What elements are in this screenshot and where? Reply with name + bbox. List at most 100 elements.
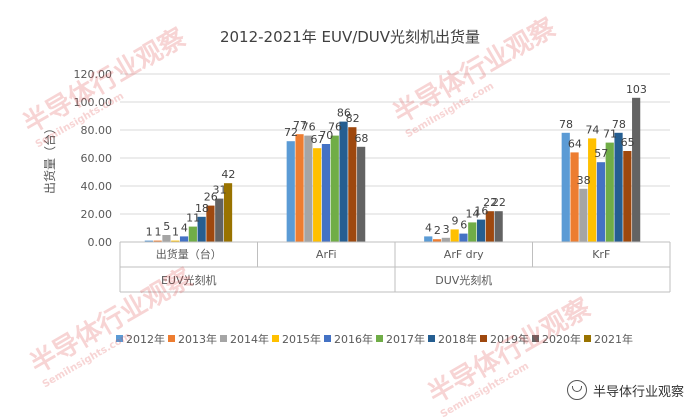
brand-text: 半导体行业观察 <box>592 384 684 400</box>
y-tick-label: 120.00 <box>74 68 113 81</box>
legend-label: 2020年 <box>542 332 581 346</box>
y-tick-label: 100.00 <box>74 96 113 109</box>
bar <box>614 132 623 242</box>
data-label: 1 <box>146 226 153 239</box>
data-label: 16 <box>474 205 488 218</box>
y-tick-label: 0.00 <box>88 236 113 249</box>
data-label: 31 <box>213 184 227 197</box>
data-label: 4 <box>181 221 188 234</box>
data-label: 70 <box>319 129 333 142</box>
legend-label: 2015年 <box>282 332 321 346</box>
bar <box>596 162 606 242</box>
data-label: 26 <box>204 191 218 204</box>
x-group-label: EUV光刻机 <box>161 273 217 287</box>
data-label: 72 <box>284 126 298 139</box>
legend-swatch <box>532 335 539 342</box>
data-label: 38 <box>577 174 591 187</box>
bar <box>304 135 313 242</box>
data-label: 3 <box>443 223 450 236</box>
y-tick-label: 60.00 <box>81 152 113 165</box>
data-label: 5 <box>163 220 170 233</box>
bar <box>153 240 162 242</box>
legend-label: 2016年 <box>334 332 373 346</box>
legend-label: 2019年 <box>490 332 529 346</box>
data-label: 18 <box>195 202 209 215</box>
data-label: 71 <box>603 128 617 141</box>
bar <box>223 183 233 242</box>
data-label: 76 <box>328 121 342 134</box>
bar <box>570 152 579 242</box>
data-label: 68 <box>354 132 368 145</box>
data-label: 1 <box>172 226 179 239</box>
y-tick-label: 80.00 <box>81 124 113 137</box>
bar <box>357 146 366 242</box>
bar <box>215 198 224 242</box>
brand: 半导体行业观察 <box>566 380 684 400</box>
data-label: 6 <box>460 219 467 232</box>
data-label: 11 <box>186 212 200 225</box>
bar <box>432 239 442 242</box>
legend-swatch <box>272 335 279 342</box>
legend-swatch <box>168 335 175 342</box>
legend-swatch <box>376 335 383 342</box>
bar <box>588 138 597 242</box>
bar <box>144 240 153 242</box>
bar <box>450 229 459 242</box>
data-label: 1 <box>154 226 161 239</box>
data-label: 9 <box>451 214 458 227</box>
x-tick-label: ArFi <box>316 248 337 261</box>
data-label: 22 <box>492 196 506 209</box>
data-label: 64 <box>568 137 582 150</box>
bar <box>468 222 477 242</box>
data-label: 76 <box>302 121 316 134</box>
y-axis-label: 出货量（台） <box>42 122 57 194</box>
bar <box>330 135 339 242</box>
legend-swatch <box>584 335 591 342</box>
legend-swatch <box>220 335 227 342</box>
bar <box>286 141 295 242</box>
axes: 0.00 20.00 40.00 60.00 80.00 100.00 120.00 出货量（… <box>74 68 671 293</box>
bar <box>561 132 570 242</box>
bar <box>623 151 632 242</box>
bar <box>295 134 304 242</box>
legend-label: 2012年 <box>126 332 165 346</box>
x-tick-label: ArF dry <box>444 248 484 261</box>
chart-title: 2012-2021年 EUV/DUV光刻机出货量 <box>220 28 480 46</box>
legend-swatch <box>324 335 331 342</box>
bar <box>339 121 348 242</box>
bar <box>605 142 614 242</box>
x-tick-label: KrF <box>592 248 610 261</box>
data-label: 57 <box>594 147 608 160</box>
bar <box>485 211 494 242</box>
legend-label: 2017年 <box>386 332 425 346</box>
bar <box>476 219 486 242</box>
bar <box>313 148 322 242</box>
data-label: 4 <box>425 221 432 234</box>
data-label: 22 <box>483 196 497 209</box>
bar <box>162 235 171 242</box>
bar <box>459 233 468 242</box>
data-label: 14 <box>466 207 480 220</box>
legend-swatch <box>480 335 487 342</box>
bar <box>206 205 215 242</box>
bar <box>321 144 331 242</box>
data-label: 77 <box>293 119 307 132</box>
legend: 2012年 2013年 2014年 2015年 2016年 2017年 2018年 2019年… <box>116 332 633 346</box>
legend-swatch <box>428 335 435 342</box>
bars <box>144 97 641 242</box>
bar <box>197 216 206 242</box>
legend-label: 2014年 <box>230 332 269 346</box>
legend-swatch <box>116 335 123 342</box>
y-tick-label: 40.00 <box>81 180 113 193</box>
legend-label: 2021年 <box>594 332 633 346</box>
data-label: 103 <box>626 83 647 96</box>
bar <box>441 237 450 242</box>
bar <box>188 226 197 242</box>
data-label: 42 <box>221 168 235 181</box>
data-label: 86 <box>337 107 351 120</box>
bar <box>632 97 641 242</box>
y-tick-label: 20.00 <box>81 208 113 221</box>
bar <box>424 236 433 242</box>
data-label: 2 <box>434 224 441 237</box>
